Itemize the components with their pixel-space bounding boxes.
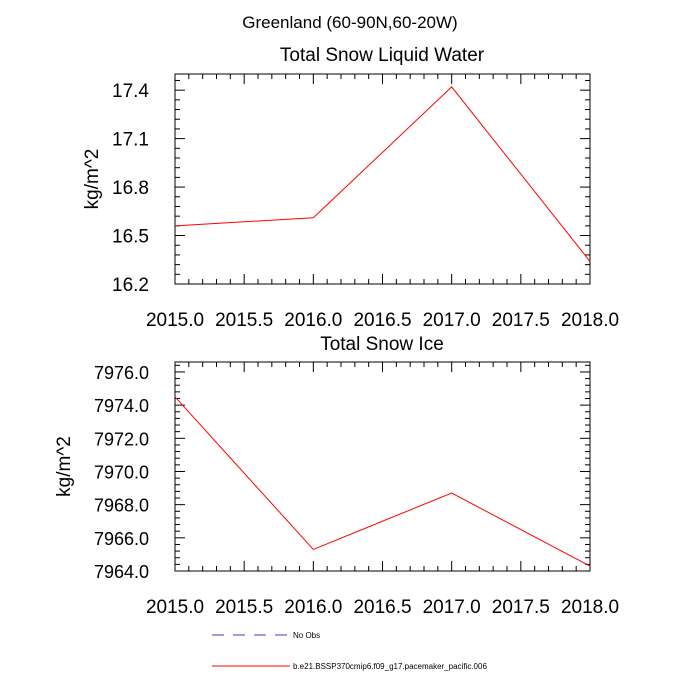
x-tick-label: 2016.5 (353, 310, 411, 331)
x-tick-label: 2015.5 (215, 310, 273, 331)
bottom-panel-title: Total Snow Ice (320, 334, 444, 355)
y-tick-label: 16.5 (112, 227, 149, 248)
plot-frame (174, 361, 591, 572)
series-line (174, 396, 591, 567)
x-tick-label: 2015.0 (146, 597, 204, 618)
x-tick-label: 2015.0 (146, 310, 204, 331)
top-panel-title: Total Snow Liquid Water (280, 45, 485, 66)
y-tick-label: 7964.0 (94, 562, 149, 582)
y-axis-label: kg/m^2 (82, 149, 103, 210)
plot-frame (174, 73, 591, 285)
bottom-panel-plot: 2015.0 2015.5 2016.0 2016.5 2017.0 2017.5 2018… (54, 361, 619, 618)
x-tick-label: 2017.5 (492, 310, 550, 331)
x-tick-label: 2017.0 (423, 310, 481, 331)
x-tick-label: 2018.0 (561, 310, 619, 331)
x-tick-label: 2016.0 (284, 310, 342, 331)
x-tick-label: 2017.5 (492, 597, 550, 618)
bottom-panel: Total Snow Ice 2015.0 2015.5 2016.0 2016.5 2… (54, 334, 619, 618)
x-tick-label: 2017.0 (423, 597, 481, 618)
y-tick-label: 7968.0 (94, 496, 149, 516)
y-tick-label: 7976.0 (94, 363, 149, 383)
x-tick-label: 2015.5 (215, 597, 273, 618)
y-tick-label: 7974.0 (94, 396, 149, 416)
y-axis-label: kg/m^2 (54, 436, 75, 497)
y-tick-label: 16.8 (112, 178, 149, 199)
legend: No Obs b.e21.BSSP370cmip6.f09_g17.pacema… (212, 631, 487, 671)
series-line (174, 86, 591, 262)
y-tick-label: 7970.0 (94, 462, 149, 482)
top-panel: Total Snow Liquid Water 2015.0 2015.5 2016… (82, 45, 619, 331)
y-tick-label: 17.4 (112, 81, 149, 102)
legend-no-obs-label: No Obs (293, 631, 320, 640)
y-tick-label: 7972.0 (94, 429, 149, 449)
y-tick-label: 7966.0 (94, 529, 149, 549)
figure-suptitle: Greenland (60-90N,60-20W) (242, 13, 457, 32)
legend-model-label: b.e21.BSSP370cmip6.f09_g17.pacemaker_pac… (293, 662, 487, 671)
top-panel-plot: 2015.0 2015.5 2016.0 2016.5 2017.0 2017.5 2018… (82, 73, 619, 331)
x-tick-label: 2018.0 (561, 597, 619, 618)
x-tick-label: 2016.5 (353, 597, 411, 618)
x-tick-label: 2016.0 (284, 597, 342, 618)
y-tick-label: 17.1 (112, 130, 149, 151)
y-tick-label: 16.2 (112, 275, 149, 296)
